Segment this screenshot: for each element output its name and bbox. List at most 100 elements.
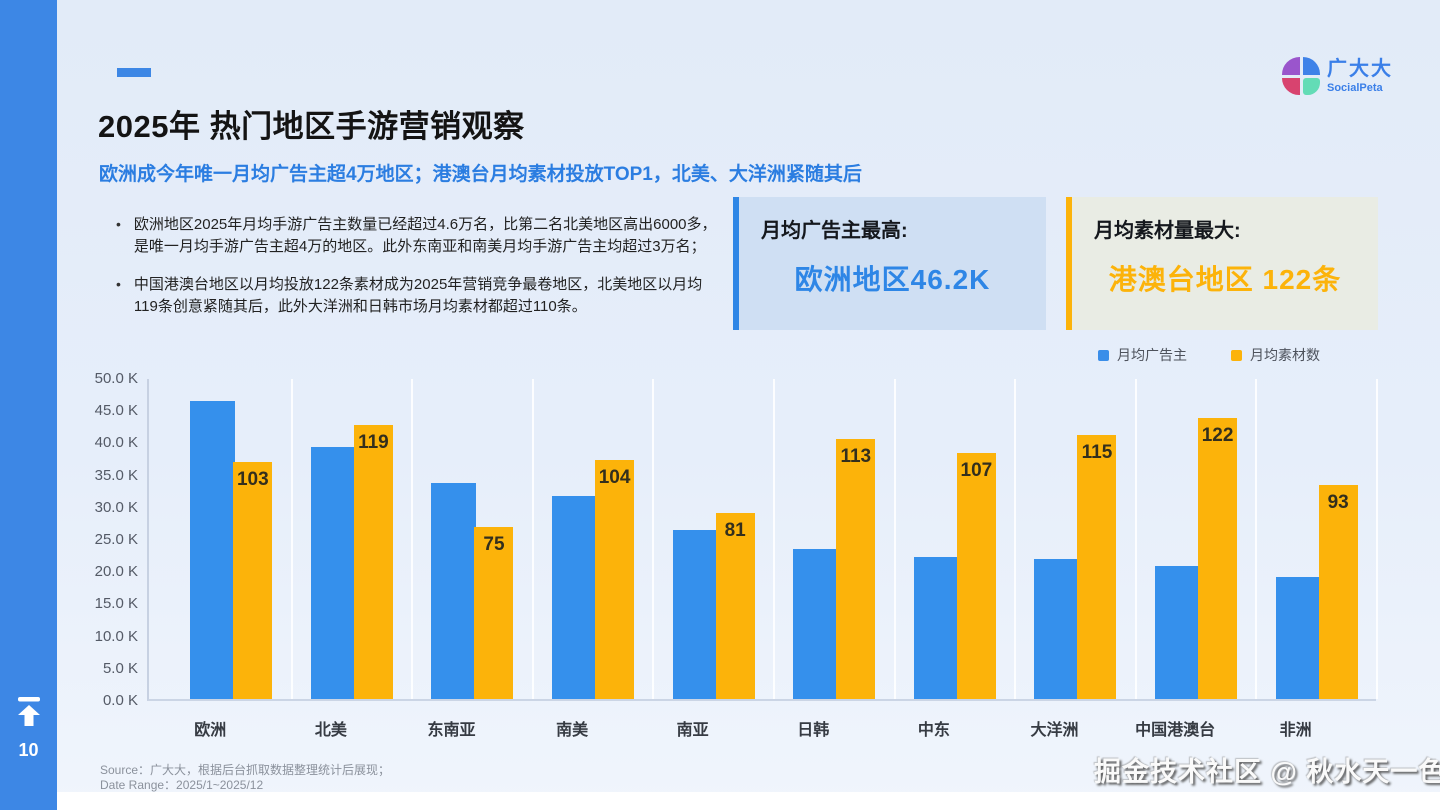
y-axis-tick: 15.0 K [94,595,138,613]
creatives-bar: 113 [836,439,876,699]
page-number: 10 [18,740,39,760]
card-value: 港澳台地区 122条 [1108,264,1342,295]
bar-group: 104 [534,379,655,699]
y-axis-tick: 50.0 K [94,370,138,387]
watermark: 掘金技术社区 @ 秋水天一色 [1094,757,1440,787]
bar-group: 103 [172,379,293,699]
creatives-bar: 103 [233,462,273,699]
bar-value-label: 122 [1201,425,1234,447]
creatives-bar: 107 [956,452,996,699]
bullet-item: • 中国港澳台地区以月均投放122条素材成为2025年营销竞争最卷地区，北美地区… [116,274,721,317]
y-axis-tick: 10.0 K [94,627,138,645]
bullet-list: • 欧洲地区2025年月均手游广告主数量已经超过4.6万名，比第二名北美地区高出… [116,214,721,334]
bar-value-label: 75 [483,533,505,555]
left-sidebar: 10 [0,0,57,810]
source-line: Source：广大大，根据后台抓取数据整理统计后展现； [100,763,391,777]
socialpeta-logo: 广大大 SocialPeta [1282,57,1393,95]
x-axis: 欧洲 北美 东南亚 南美 南亚 日韩 中东 大洋洲 中国港澳台 非洲 [147,716,1376,742]
advertisers-bar [1275,576,1321,699]
category-label: 南美 [556,722,589,739]
source-line: Date Range：2025/1~2025/12 [100,778,264,792]
highlight-card-creatives: 月均素材量最大: 港澳台地区 122条 [1066,197,1378,330]
bar-value-label: 113 [840,446,872,468]
bullet-text: 欧洲地区2025年月均手游广告主数量已经超过4.6万名，比第二名北美地区高出60… [133,216,717,255]
creatives-bar: 81 [715,512,755,699]
bar-value-label: 104 [598,466,631,488]
plot-area: 103 119 75 104 81 113 107 115 122 93 [147,379,1378,701]
bar-value-label: 81 [724,519,746,541]
card-value: 欧洲地区46.2K [794,264,991,295]
legend-label: 月均广告主 [1117,347,1187,363]
advertisers-bar [793,548,839,699]
bottom-strip [57,792,1440,810]
accent-dash [117,68,151,77]
y-axis-tick: 35.0 K [94,466,138,484]
y-axis-tick: 25.0 K [94,531,138,548]
category-label: 中国港澳台 [1135,722,1216,739]
bar-value-label: 115 [1081,441,1113,463]
y-axis-tick: 40.0 K [94,434,138,452]
bar-value-label: 93 [1327,492,1349,514]
bar-group: 115 [1016,379,1137,699]
creatives-bar: 122 [1198,418,1238,699]
advertisers-bar [1034,558,1080,699]
advertisers-bar [190,401,236,699]
advertisers-bar [552,496,598,699]
creatives-bar: 115 [1077,434,1117,699]
logo-name: 广大大 [1327,57,1393,80]
legend-label: 月均素材数 [1250,347,1320,363]
legend-swatch-yellow [1231,349,1242,361]
legend-item-creatives: 月均素材数 [1231,345,1320,365]
logo-subname: SocialPeta [1327,81,1383,94]
category-label: 大洋洲 [1030,722,1079,739]
advertisers-bar [310,446,356,699]
y-axis-tick: 0.0 K [102,692,138,709]
bullet-text: 中国港澳台地区以月均投放122条素材成为2025年营销竞争最卷地区，北美地区以月… [133,276,703,315]
y-axis-tick: 20.0 K [94,563,138,581]
page-subtitle: 欧洲成今年唯一月均广告主超4万地区；港澳台月均素材投放TOP1，北美、大洋洲紧随… [99,164,862,185]
advertisers-bar [913,557,959,699]
pie-logo-icon [1282,57,1320,95]
creatives-bar: 93 [1318,485,1358,699]
legend-item-advertisers: 月均广告主 [1098,345,1187,365]
category-label: 非洲 [1279,722,1312,739]
creatives-bar: 119 [353,425,393,699]
bar-group: 119 [293,379,414,699]
bar-group: 122 [1137,379,1258,699]
highlight-card-advertisers: 月均广告主最高: 欧洲地区46.2K [733,197,1046,330]
bar-group: 93 [1257,379,1378,699]
bar-group: 81 [654,379,775,699]
y-axis-tick: 5.0 K [102,659,138,677]
page-title: 2025年 热门地区手游营销观察 [98,109,525,144]
category-label: 欧洲 [194,722,227,739]
card-label: 月均广告主最高: [761,220,908,242]
advertisers-bar [431,483,477,699]
bar-group: 75 [413,379,534,699]
bar-value-label: 107 [960,459,993,481]
bullet-item: • 欧洲地区2025年月均手游广告主数量已经超过4.6万名，比第二名北美地区高出… [116,214,721,257]
bullet-marker: • [116,276,121,292]
advertisers-bar [1155,566,1201,699]
y-axis: 50.0 K 45.0 K 40.0 K 35.0 K 30.0 K 25.0 K 20.0… [36,370,138,709]
category-label: 北美 [314,722,347,739]
advertisers-bar [672,529,718,699]
back-to-top-icon[interactable] [17,696,41,728]
chart-legend: 月均广告主 月均素材数 [1098,345,1320,365]
bar-value-label: 119 [358,432,389,454]
category-label: 南亚 [676,722,709,739]
category-label: 中东 [917,722,950,739]
creatives-bar: 104 [595,459,635,699]
category-label: 日韩 [797,722,830,739]
bar-group: 113 [775,379,896,699]
category-label: 东南亚 [427,722,476,739]
legend-swatch-blue [1098,349,1109,361]
bar-group: 107 [896,379,1017,699]
y-axis-tick: 45.0 K [94,402,138,420]
bar-value-label: 103 [236,469,269,491]
bullet-marker: • [116,216,121,232]
creatives-bar: 75 [474,526,514,699]
card-label: 月均素材量最大: [1094,220,1241,242]
source-note: Source：广大大，根据后台抓取数据整理统计后展现； Date Range：2… [100,763,390,793]
y-axis-tick: 30.0 K [94,498,138,516]
